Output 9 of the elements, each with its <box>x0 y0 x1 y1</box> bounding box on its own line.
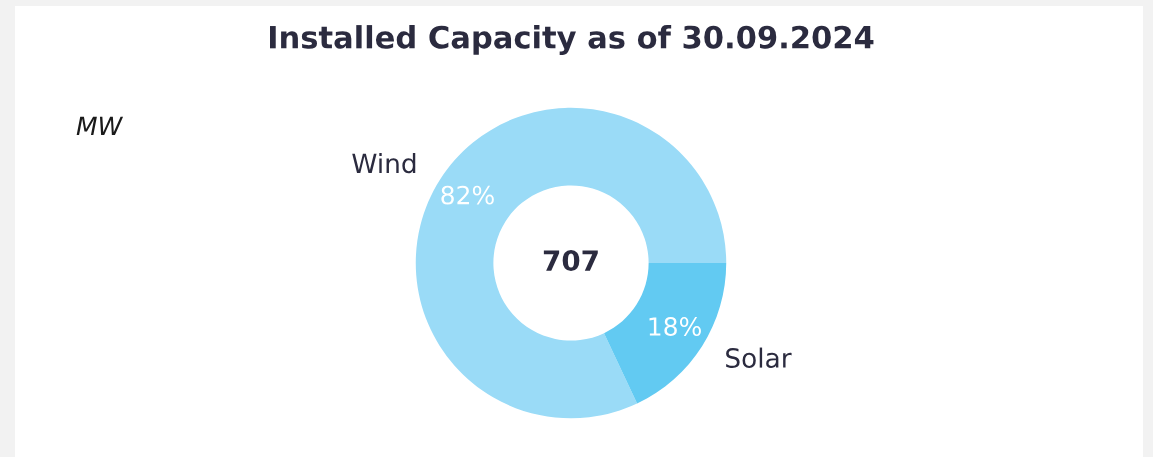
data-label: 18% <box>649 317 701 336</box>
slice-label: Wind <box>352 152 416 174</box>
slice-label: Solar <box>726 347 792 368</box>
donut-slice <box>604 263 727 404</box>
data-label: 82% <box>441 185 494 205</box>
text: MW <box>76 116 124 135</box>
chart-title: Installed Capacity as of 30.09.2024 <box>269 25 874 55</box>
text: 707 <box>543 250 598 272</box>
donut-slice <box>415 107 727 419</box>
